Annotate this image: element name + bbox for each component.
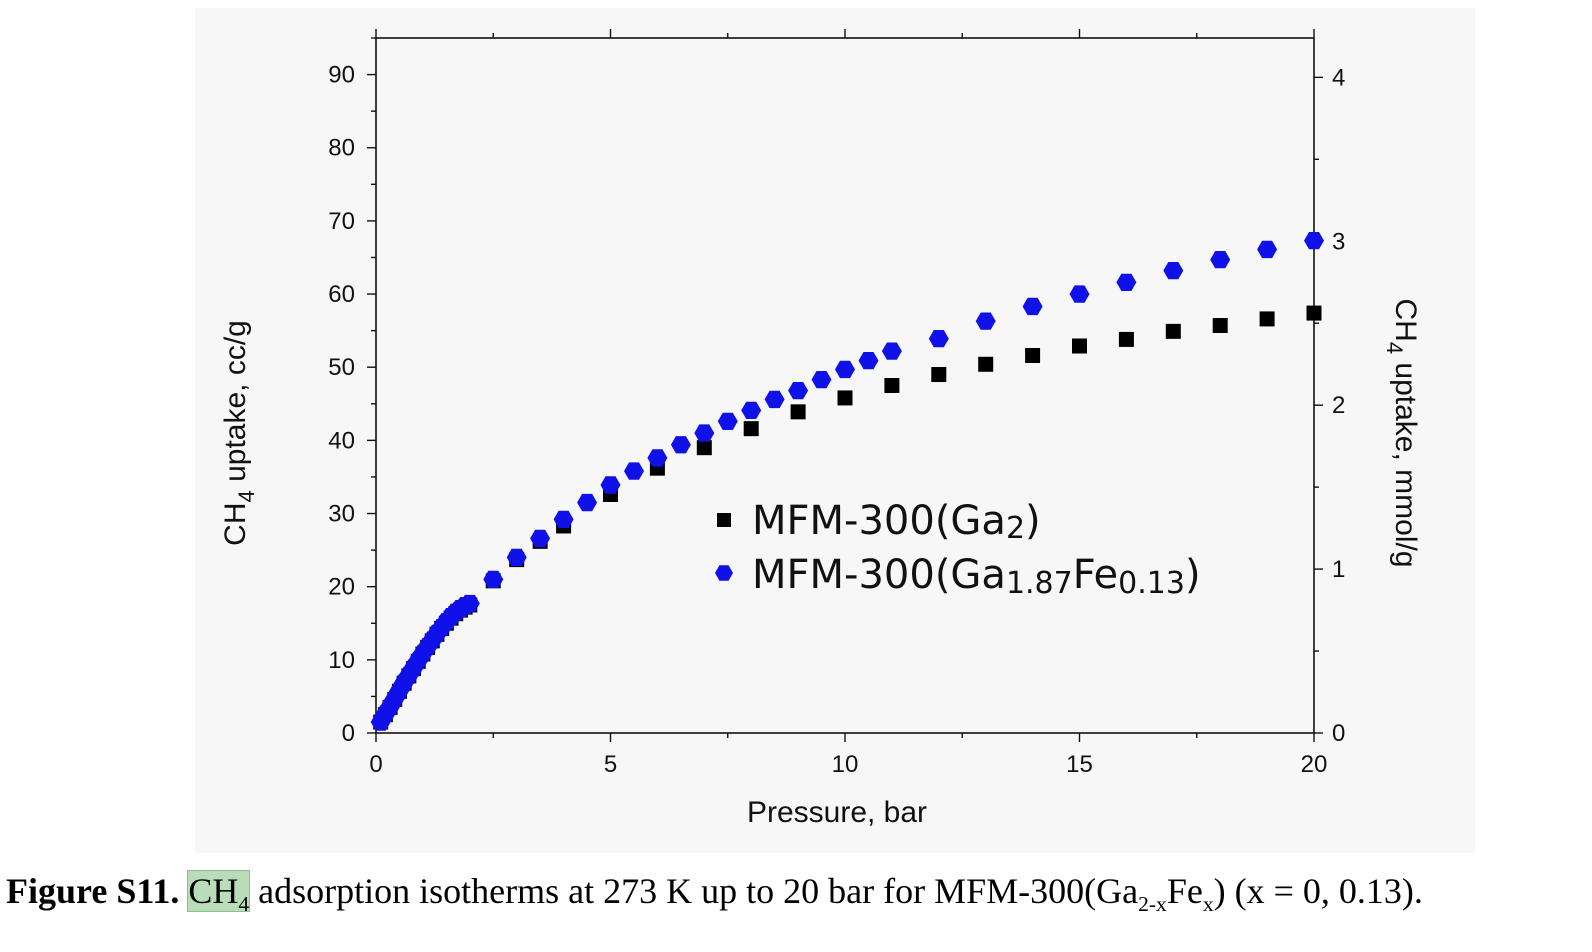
y-left-tick-label: 0: [342, 720, 355, 747]
data-point-gafe: [811, 371, 832, 389]
y-left-tick-label: 50: [328, 354, 355, 381]
data-point-gafe: [788, 382, 809, 400]
data-point-gafe: [975, 312, 996, 330]
data-point-gafe: [577, 493, 598, 512]
y-right-tick-label: 1: [1332, 556, 1345, 583]
y-left-tick-label: 20: [328, 574, 355, 601]
data-point-gafe: [1116, 273, 1137, 291]
y-right-tick-label: 2: [1332, 392, 1345, 419]
data-point-gafe: [506, 548, 527, 567]
data-point-ga2: [1306, 305, 1322, 321]
x-tick-label: 20: [1301, 751, 1328, 778]
x-tick-label: 15: [1066, 751, 1093, 778]
data-point-gafe: [459, 594, 480, 613]
legend-marker-gafe: [715, 565, 733, 581]
series-mfm300-ga187fe013: [370, 232, 1324, 731]
data-point-gafe: [881, 342, 902, 360]
data-point-gafe: [1022, 297, 1043, 316]
data-point-ga2: [1072, 338, 1087, 354]
data-point-gafe: [741, 401, 762, 419]
y-left-tick-label: 70: [328, 208, 355, 235]
data-point-gafe: [928, 330, 949, 348]
data-point-gafe: [1210, 251, 1231, 269]
data-point-ga2: [790, 404, 806, 420]
caption-highlight: CH4: [187, 870, 251, 917]
data-point-ga2: [1025, 348, 1041, 364]
data-point-gafe: [1257, 240, 1278, 259]
data-point-gafe: [717, 412, 738, 430]
data-point-gafe: [1069, 285, 1090, 303]
axes-frame: [375, 37, 1315, 734]
right-y-axis-title: CH4 uptake, mmol/g: [1382, 298, 1422, 567]
data-point-ga2: [931, 367, 947, 383]
caption-label: Figure S11.: [6, 871, 180, 911]
data-point-gafe: [835, 360, 855, 379]
data-point-gafe: [600, 476, 621, 494]
x-tick-label: 10: [832, 751, 859, 778]
right-y-axis-ticks: 0 1 2 3 4: [1314, 64, 1345, 747]
x-axis-ticks: 0 5 10 15 20: [369, 29, 1327, 778]
data-point-ga2: [1118, 331, 1134, 347]
data-point-gafe: [624, 462, 644, 480]
data-point-ga2: [1165, 323, 1181, 339]
data-point-ga2: [743, 421, 759, 437]
y-left-tick-label: 30: [328, 501, 355, 528]
x-tick-label: 0: [369, 751, 382, 778]
data-point-gafe: [670, 436, 691, 454]
data-point-gafe: [1163, 262, 1184, 280]
x-tick-label: 5: [604, 751, 617, 778]
data-point-ga2: [1212, 318, 1228, 334]
data-point-gafe: [647, 449, 668, 467]
data-point-gafe: [553, 510, 574, 528]
data-point-gafe: [1304, 232, 1324, 250]
legend-marker-ga2: [717, 513, 731, 527]
caption-text: adsorption isotherms at 273 K up to 20 b…: [249, 871, 1139, 911]
data-point-gafe: [694, 424, 715, 442]
left-y-axis-title: CH4 uptake, cc/g: [219, 320, 259, 546]
y-left-tick-label: 90: [328, 62, 355, 89]
data-point-ga2: [978, 356, 994, 372]
data-point-ga2: [1259, 311, 1275, 327]
y-left-tick-label: 10: [328, 647, 355, 674]
legend-label-gafe: MFM-300(Ga1.87Fe0.13): [752, 552, 1201, 601]
isotherm-chart: 0 5 10 15 20 0 10 20 30 40 50 60 70 80 90 0 1 2 3 4 Press…: [219, 29, 1422, 829]
figure-caption: Figure S11. CH4 adsorption isotherms at …: [6, 870, 1423, 917]
left-y-axis-ticks: 0 10 20 30 40 50 60 70 80 90: [328, 37, 376, 747]
data-point-ga2: [837, 390, 853, 406]
data-point-ga2: [884, 378, 900, 393]
legend: MFM-300(Ga2) MFM-300(Ga1.87Fe0.13): [715, 498, 1201, 601]
y-right-tick-label: 3: [1332, 228, 1345, 255]
y-left-tick-label: 40: [328, 427, 355, 454]
x-axis-title: Pressure, bar: [747, 796, 927, 829]
data-point-gafe: [483, 570, 504, 588]
y-right-tick-label: 0: [1332, 720, 1345, 747]
y-left-tick-label: 80: [328, 135, 355, 162]
data-point-gafe: [530, 529, 551, 548]
y-right-tick-label: 4: [1332, 64, 1345, 91]
y-left-tick-label: 60: [328, 281, 355, 308]
data-point-gafe: [858, 352, 879, 370]
plot-frame: [375, 37, 1315, 734]
data-point-ga2: [696, 440, 712, 456]
legend-label-ga2: MFM-300(Ga2): [752, 498, 1041, 546]
data-point-gafe: [764, 390, 785, 409]
figure-panel: 0 5 10 15 20 0 10 20 30 40 50 60 70 80 90 0 1 2 3 4 Press…: [195, 8, 1475, 853]
